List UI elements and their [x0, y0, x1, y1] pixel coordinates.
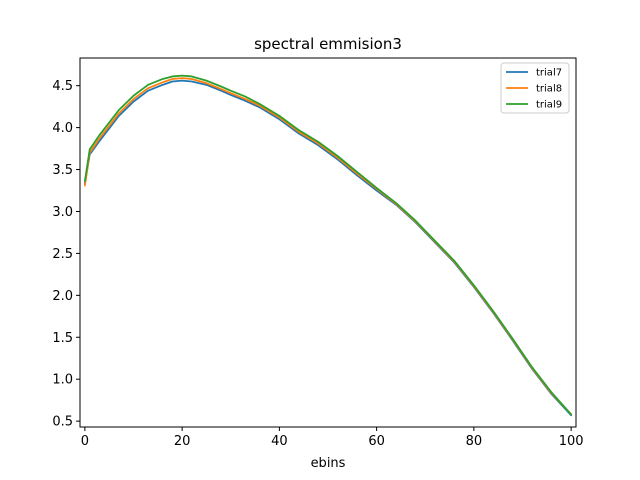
- y-tick-label: 0.5: [52, 415, 73, 430]
- legend-label-trial7: trial7: [536, 68, 562, 79]
- x-tick-label: 40: [271, 434, 288, 449]
- y-tick-label: 2.0: [52, 289, 73, 304]
- series-line-trial8: [83, 77, 573, 416]
- legend-box: [500, 62, 570, 114]
- y-tick-label: 1.0: [52, 373, 73, 388]
- series-line-trial9: [83, 74, 573, 416]
- y-tick-label: 3.0: [52, 205, 73, 220]
- y-tick-label: 1.5: [52, 331, 73, 346]
- y-axis: 0.5 1.0 1.5 2.0 2.5 3.0 3.5 4.0 4.5: [52, 79, 80, 430]
- x-tick-label: 20: [174, 434, 191, 449]
- plot-frame: [79, 57, 577, 428]
- y-tick-label: 4.5: [52, 79, 73, 94]
- x-tick-label: 100: [559, 434, 584, 449]
- series-line-trial7: [83, 79, 573, 417]
- plot-lines: [83, 74, 573, 417]
- x-tick-label: 80: [466, 434, 483, 449]
- legend-label-trial8: trial8: [536, 84, 562, 95]
- legend: trial7 trial8 trial9: [500, 62, 570, 114]
- y-tick-label: 3.5: [52, 163, 73, 178]
- x-axis-label: ebins: [311, 456, 346, 471]
- y-tick-label: 2.5: [52, 247, 73, 262]
- y-tick-label: 4.0: [52, 121, 73, 136]
- legend-label-trial9: trial9: [536, 100, 562, 111]
- x-tick-label: 0: [81, 434, 89, 449]
- x-axis: 0 20 40 60 80 100: [81, 427, 584, 449]
- x-tick-label: 60: [368, 434, 385, 449]
- chart-title: spectral emmision3: [254, 35, 402, 53]
